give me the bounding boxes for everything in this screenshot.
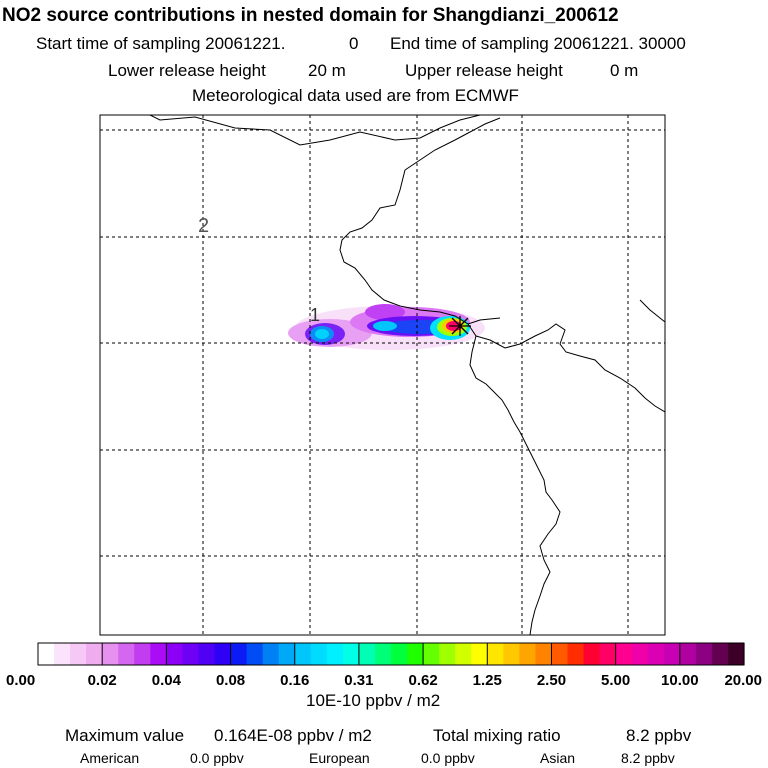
total-mixing-label: Total mixing ratio <box>433 726 561 745</box>
american-value: 0.0 ppbv <box>190 750 244 766</box>
colorbar-swatch <box>278 643 296 665</box>
colorbar-unit: 10E-10 ppbv / m2 <box>306 691 441 710</box>
colorbar-swatch <box>471 643 488 665</box>
colorbar-swatch <box>118 643 135 665</box>
colorbar-swatch <box>262 643 280 665</box>
colorbar-swatch <box>38 643 55 665</box>
colorbar-swatch <box>391 643 408 665</box>
colorbar-tick-label: 5.00 <box>601 672 630 689</box>
grid-label-2: 2 <box>198 215 209 237</box>
colorbar-tick-label: 0.04 <box>152 672 182 689</box>
colorbar-swatch <box>150 643 167 665</box>
upper-release-label: Upper release height <box>405 61 563 80</box>
colorbar-swatch <box>310 643 328 665</box>
colorbar-tick-label: 0.08 <box>216 672 245 689</box>
colorbar-ticks: 0.00 0.02 0.04 0.08 0.16 0.31 0.62 1.25 2.50 5.00… <box>6 643 762 689</box>
colorbar-tick-label: 10.00 <box>661 672 699 689</box>
met-data-line: Meteorological data used are from ECMWF <box>192 86 519 105</box>
colorbar-swatch <box>423 643 440 665</box>
colorbar-swatch <box>647 643 665 665</box>
colorbar-swatch <box>198 643 216 665</box>
asian-label: Asian <box>540 750 576 766</box>
colorbar-swatch <box>342 643 360 665</box>
station-marker-icon <box>449 316 471 336</box>
colorbar-swatch <box>294 643 312 665</box>
colorbar-tick-label: 0.00 <box>6 672 35 689</box>
colorbar-swatch <box>551 643 569 665</box>
colorbar-swatch <box>166 643 184 665</box>
colorbar-swatch <box>70 643 87 665</box>
colorbar-swatch <box>182 643 200 665</box>
colorbar-tick-label: 1.25 <box>473 672 502 689</box>
grid-label-1: 1 <box>310 305 320 325</box>
colorbar-swatch <box>583 643 601 665</box>
colorbar-swatch <box>374 643 392 665</box>
colorbar-swatch <box>679 643 697 665</box>
map-frame <box>99 114 666 636</box>
lower-release-label: Lower release height <box>108 61 266 80</box>
colorbar <box>37 642 745 666</box>
asian-value: 8.2 ppbv <box>621 750 675 766</box>
colorbar-swatch <box>54 643 71 665</box>
colorbar-frame <box>37 642 745 666</box>
colorbar-swatch <box>86 643 103 665</box>
colorbar-swatch <box>102 643 119 665</box>
max-value: 0.164E-08 ppbv / m2 <box>214 726 372 745</box>
american-label: American <box>80 750 140 766</box>
colorbar-swatch <box>214 643 232 665</box>
colorbar-tick-label: 0.16 <box>280 672 309 689</box>
colorbar-swatch <box>615 643 633 665</box>
coastlines <box>149 115 665 635</box>
colorbar-tick-label: 0.62 <box>408 672 437 689</box>
european-label: European <box>309 750 370 766</box>
colorbar-tick-label: 20.00 <box>724 672 762 689</box>
colorbar-swatch <box>663 643 681 665</box>
colorbar-swatch <box>503 643 520 665</box>
max-value-label: Maximum value <box>65 726 185 745</box>
map-title: NO2 source contributions in nested domai… <box>2 5 619 26</box>
colorbar-swatch <box>246 643 264 665</box>
colorbar-swatch <box>326 643 344 665</box>
end-time-label: End time of sampling 20061221. 30000 <box>390 34 686 53</box>
colorbar-tick-label: 0.31 <box>344 672 373 689</box>
colorbar-swatch <box>567 643 585 665</box>
graticule <box>100 115 665 635</box>
colorbar-swatch <box>727 643 745 665</box>
colorbar-tick-label: 2.50 <box>537 672 566 689</box>
colorbar-swatch <box>487 643 504 665</box>
colorbar-swatch <box>599 643 617 665</box>
start-time-value: 0 <box>349 34 359 53</box>
concentration-plume <box>288 304 485 350</box>
colorbar-swatch <box>134 643 151 665</box>
colorbar-swatch <box>695 643 713 665</box>
colorbar-swatch <box>407 643 424 665</box>
colorbar-swatch <box>230 643 248 665</box>
colorbar-swatch <box>519 643 537 665</box>
upper-release-value: 0 m <box>610 61 639 80</box>
start-time-label: Start time of sampling 20061221. <box>36 34 286 53</box>
colorbar-swatch <box>711 643 729 665</box>
colorbar-swatch <box>439 643 456 665</box>
colorbar-tick-label: 0.02 <box>88 672 117 689</box>
colorbar-swatch <box>535 643 553 665</box>
colorbar-swatch <box>358 643 376 665</box>
european-value: 0.0 ppbv <box>421 750 475 766</box>
total-mixing-value: 8.2 ppbv <box>626 726 692 745</box>
colorbar-swatch <box>455 643 472 665</box>
colorbar-swatch <box>631 643 649 665</box>
lower-release-value: 20 m <box>308 61 346 80</box>
